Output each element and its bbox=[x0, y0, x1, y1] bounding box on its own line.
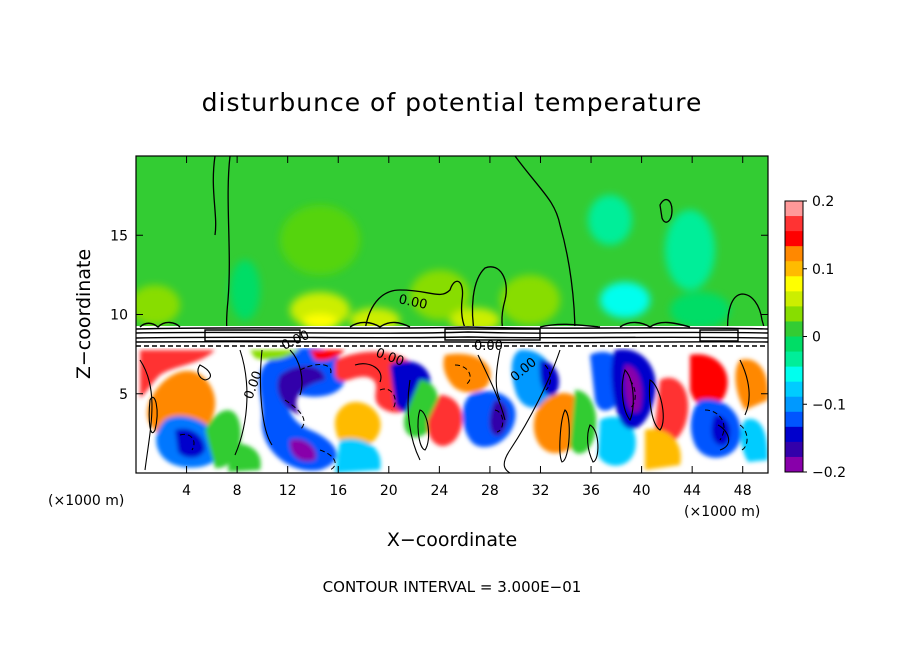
colorbar-swatch bbox=[785, 321, 803, 337]
colorbar-swatch bbox=[785, 411, 803, 428]
x-tick-label: 36 bbox=[582, 483, 600, 499]
x-tick-label: 8 bbox=[233, 483, 242, 499]
x-tick-label: 24 bbox=[430, 483, 448, 499]
colorbar-swatch bbox=[785, 201, 803, 217]
interface-contours bbox=[136, 321, 768, 347]
x-tick-label: 20 bbox=[380, 483, 398, 499]
colorbar-swatch bbox=[785, 276, 803, 292]
x-unit-right: (×1000 m) bbox=[684, 504, 760, 520]
x-tick-label: 44 bbox=[683, 483, 701, 499]
colorbar-ticks: 0.2 0.1 0 −0.1 −0.2 bbox=[803, 194, 846, 481]
x-tick-label: 48 bbox=[734, 483, 752, 499]
colorbar-swatch bbox=[785, 366, 803, 383]
colorbar-swatch bbox=[785, 381, 803, 398]
contour-label: 0.00 bbox=[474, 339, 503, 354]
x-unit-left: (×1000 m) bbox=[48, 493, 124, 509]
colorbar-tick-label: 0.2 bbox=[812, 194, 834, 210]
colorbar-swatch bbox=[785, 291, 803, 307]
x-tick-label: 4 bbox=[182, 483, 191, 499]
contour-label: 0.00 bbox=[397, 292, 428, 313]
y-axis: 5 10 15 bbox=[110, 228, 768, 403]
colorbar-swatch bbox=[785, 231, 803, 247]
x-axis-label: X−coordinate bbox=[387, 529, 517, 551]
colorbar-swatch bbox=[785, 351, 803, 368]
y-tick-label: 5 bbox=[119, 387, 128, 403]
colorbar-swatch bbox=[785, 396, 803, 413]
x-axis: 4 8 12 16 20 24 28 32 36 40 44 48 bbox=[182, 156, 752, 499]
colorbar-swatch bbox=[785, 306, 803, 322]
contour-interval-note: CONTOUR INTERVAL = 3.000E−01 bbox=[323, 578, 582, 596]
colorbar-swatch bbox=[785, 456, 803, 473]
y-axis-label: Z−coordinate bbox=[73, 249, 95, 379]
x-tick-label: 16 bbox=[329, 483, 347, 499]
colorbar bbox=[785, 201, 803, 473]
negative-contours bbox=[179, 364, 748, 471]
x-tick-label: 12 bbox=[279, 483, 297, 499]
lower-contours bbox=[139, 349, 750, 473]
colorbar-swatch bbox=[785, 336, 803, 353]
y-tick-label: 10 bbox=[110, 308, 128, 324]
x-tick-label: 28 bbox=[481, 483, 499, 499]
colorbar-swatch bbox=[785, 246, 803, 262]
colorbar-swatch bbox=[785, 426, 803, 443]
colorbar-tick-label: −0.1 bbox=[812, 397, 846, 413]
colorbar-swatch bbox=[785, 441, 803, 458]
chart-title: disturbunce of potential temperature bbox=[202, 88, 703, 117]
colorbar-swatch bbox=[785, 216, 803, 232]
colorbar-tick-label: −0.2 bbox=[812, 465, 846, 481]
x-tick-label: 40 bbox=[633, 483, 651, 499]
y-tick-label: 15 bbox=[110, 228, 128, 244]
plot-area: 0.00 0.00 0.00 0.00 0.00 0.00 bbox=[136, 156, 768, 473]
colorbar-tick-label: 0.1 bbox=[812, 262, 834, 278]
colorbar-tick-label: 0 bbox=[812, 330, 821, 346]
colorbar-swatch bbox=[785, 261, 803, 277]
x-tick-label: 32 bbox=[532, 483, 550, 499]
upper-layer-anomalies bbox=[136, 195, 730, 332]
